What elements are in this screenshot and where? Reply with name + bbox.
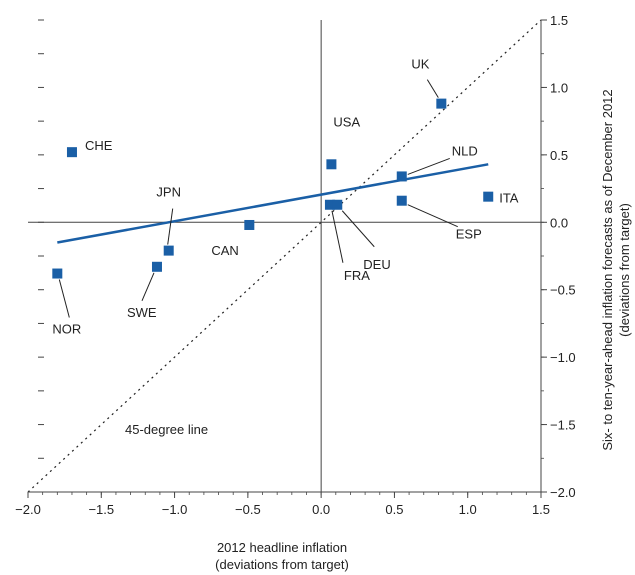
y-axis-title-line-1: Six- to ten-year-ahead inflation forecas… xyxy=(600,89,615,450)
trend-layer xyxy=(57,163,489,244)
reference-line-label: 45-degree line xyxy=(125,422,208,437)
point-marker-nor xyxy=(52,268,63,279)
y-axis-title-line-2: (deviations from target) xyxy=(617,203,632,337)
point-marker-deu xyxy=(332,199,343,210)
leader-lines xyxy=(58,79,458,318)
point-marker-usa xyxy=(326,159,337,170)
reference-45-degree-line xyxy=(27,19,542,493)
leader-line-jpn xyxy=(167,208,174,245)
point-marker-swe xyxy=(151,261,162,272)
leader-line-nor xyxy=(58,279,70,318)
y-tick-label: −0.5 xyxy=(550,283,576,298)
trend-line xyxy=(57,163,489,244)
point-label-usa: USA xyxy=(333,114,360,129)
point-label-swe: SWE xyxy=(127,305,157,320)
leader-line-fra xyxy=(331,210,344,263)
point-marker-nld xyxy=(396,171,407,182)
y-tick-label: −1.5 xyxy=(550,418,576,433)
point-label-ita: ITA xyxy=(499,191,519,206)
x-tick-label: 1.0 xyxy=(459,502,477,517)
point-label-jpn: JPN xyxy=(156,185,181,200)
x-tick-label: 0.0 xyxy=(312,502,330,517)
axes xyxy=(27,19,547,498)
leader-line-swe xyxy=(141,272,155,301)
point-label-esp: ESP xyxy=(456,227,482,242)
x-tick-label: −0.5 xyxy=(235,502,261,517)
x-tick-label: 0.5 xyxy=(385,502,403,517)
x-tick-label: 1.5 xyxy=(532,502,550,517)
point-marker-fra xyxy=(324,199,335,210)
y-tick-label: −1.0 xyxy=(550,350,576,365)
point-label-nld: NLD xyxy=(452,143,478,158)
reference-layer xyxy=(27,19,542,493)
point-marker-can xyxy=(244,219,255,230)
tick-labels: −2.0 −1.5 −1.0 −0.5 0.0 0.5 1.0 1.5−2.0−1.5−1.0… xyxy=(15,13,576,517)
point-label-uk: UK xyxy=(411,57,429,72)
point-marker-che xyxy=(66,147,77,158)
point-label-fra: FRA xyxy=(344,268,370,283)
axis-titles: 2012 headline inflation (deviations from… xyxy=(125,89,632,572)
point-label-can: CAN xyxy=(211,243,238,258)
leader-line-esp xyxy=(407,204,458,228)
x-tick-label: −1.0 xyxy=(162,502,188,517)
leader-line-nld xyxy=(407,157,450,175)
point-marker-uk xyxy=(436,98,447,109)
y-tick-label: 0.5 xyxy=(550,148,568,163)
y-tick-label: 1.5 xyxy=(550,13,568,28)
y-tick-label: 0.0 xyxy=(550,215,568,230)
point-marker-esp xyxy=(396,195,407,206)
leader-line-uk xyxy=(426,79,439,98)
point-marker-ita xyxy=(483,191,494,202)
point-label-deu: DEU xyxy=(363,257,390,272)
y-tick-label: −2.0 xyxy=(550,485,576,500)
y-tick-label: 1.0 xyxy=(550,80,568,95)
point-label-che: CHE xyxy=(85,138,113,153)
point-label-nor: NOR xyxy=(52,322,81,337)
x-tick-label: −1.5 xyxy=(88,502,114,517)
x-axis-title-line-1: 2012 headline inflation xyxy=(217,540,347,555)
data-points xyxy=(52,98,494,279)
point-marker-jpn xyxy=(163,245,174,256)
x-tick-label: −2.0 xyxy=(15,502,41,517)
x-axis-title-line-2: (deviations from target) xyxy=(215,557,349,572)
leader-line-deu xyxy=(341,210,375,248)
